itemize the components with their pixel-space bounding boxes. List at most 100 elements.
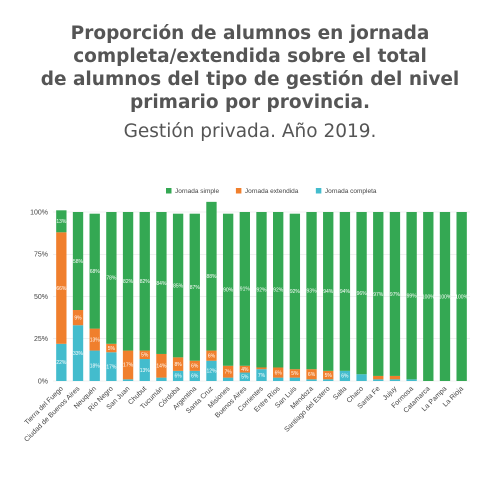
bar-jornada-simple [256,212,267,368]
data-label: 88% [206,274,217,280]
bar-jornada-extendida [323,370,334,380]
bar-jornada-completa [89,350,100,381]
bar-jornada-extendida [156,353,167,378]
data-label: 6% [341,374,349,380]
bar-jornada-simple [172,213,184,358]
data-label: 7% [225,370,233,376]
data-label: 84% [156,281,167,287]
legend-label: Jornada simple [175,188,219,195]
bar-jornada-simple [373,212,384,376]
legend-swatch [235,188,242,194]
bar-jornada-extendida [256,367,267,370]
bar-jornada-completa [106,352,117,381]
data-label: 6% [208,353,216,359]
data-label: 66% [56,286,67,292]
bar-jornada-simple [306,212,317,370]
data-label: 92% [290,289,301,295]
bar-jornada-extendida [189,360,200,371]
bar-jornada-extendida [56,232,67,344]
data-label: 93% [307,288,318,294]
data-label: 82% [123,279,134,285]
data-label: 68% [90,269,101,275]
chart-subtitle: Gestión privada. Año 2019. [123,121,377,142]
data-label: 13% [90,337,101,343]
bar-jornada-simple [56,210,67,233]
bar-jornada-extendida [139,350,150,360]
data-label: 100% [422,294,435,300]
bar-jornada-simple [323,212,334,371]
bar-jornada-extendida [222,365,234,378]
bar-jornada-completa [72,325,84,381]
bar-jornada-simple [239,212,250,366]
bar-jornada-completa [172,370,184,381]
bar-jornada-extendida [72,310,84,326]
bar-jornada-simple [289,213,301,370]
bar-jornada-extendida [289,369,301,378]
data-label: 96% [357,291,368,297]
bar-jornada-extendida [106,343,117,353]
bar-jornada-completa [189,370,200,381]
bar-jornada-extendida [239,365,250,373]
bar-jornada-simple [389,212,401,376]
data-label: 90% [223,288,234,294]
y-tick-label: 50% [34,294,48,301]
data-label: 6% [191,364,199,370]
bar-jornada-completa [139,359,150,381]
bar-jornada-completa [289,377,301,381]
bar-jornada-simple [406,212,417,380]
bar-jornada-simple [106,212,117,344]
data-label: 33% [73,351,84,357]
bar-jornada-simple [356,212,367,375]
y-tick-label: 0% [38,378,48,385]
bar-jornada-completa [56,343,67,381]
bar-jornada-completa [222,377,234,381]
legend-swatch [315,188,322,194]
data-label: 9% [74,315,82,321]
bar-jornada-completa [323,379,334,381]
legend-label: Jornada extendida [245,188,299,195]
data-label: 87% [190,285,201,291]
data-label: 78% [106,276,117,282]
data-label: 17% [106,364,117,370]
title-line-2: completa/extendida sobre el total [73,46,427,67]
bar-jornada-completa [389,379,401,381]
bar-jornada-simple [222,213,234,366]
bar-jornada-simple [273,212,284,368]
bar-jornada-simple [122,212,134,351]
bar-jornada-completa [373,379,384,381]
data-label: 18% [90,364,101,370]
data-label: 12% [206,369,217,375]
data-label: 100% [455,294,468,300]
data-label: 6% [191,374,199,380]
bar-jornada-extendida [389,375,401,380]
bar-jornada-completa [122,379,134,381]
data-label: 91% [240,287,251,293]
bar-jornada-simple [423,212,434,381]
bar-jornada-simple [439,212,451,381]
data-label: 82% [140,279,151,285]
y-tick-label: 75% [34,252,48,259]
bar-jornada-simple [139,212,150,351]
title-line-1: Proporción de alumnos en jornada [70,23,430,44]
data-label: 85% [173,283,184,289]
bar-jornada-completa [239,372,250,381]
data-label: 6% [308,372,316,378]
data-label: 6% [174,374,182,380]
bar-jornada-simple [206,201,217,351]
title-line-4: primario por provincia. [129,92,371,113]
bar-jornada-extendida [273,367,284,378]
y-tick-label: 25% [34,336,48,343]
data-label: 5% [108,346,116,352]
data-label: 17% [123,363,134,369]
bar-jornada-completa [156,377,167,381]
data-label: 94% [340,289,351,295]
bar-jornada-extendida [89,328,100,351]
data-label: 97% [390,292,401,298]
data-label: 22% [56,360,67,366]
legend: Jornada simple Jornada extendida Jornada c… [166,188,377,195]
chart-title: Proporción de alumnos en jornada complet… [0,22,500,114]
bar-jornada-completa [356,374,367,381]
bars: 22% 66% 13% 33% 9% 58% 18% 13% 68% 17% 5% 78% 17% 82%… [56,201,469,381]
data-label: 99% [407,293,418,299]
bar-jornada-completa [306,379,317,381]
